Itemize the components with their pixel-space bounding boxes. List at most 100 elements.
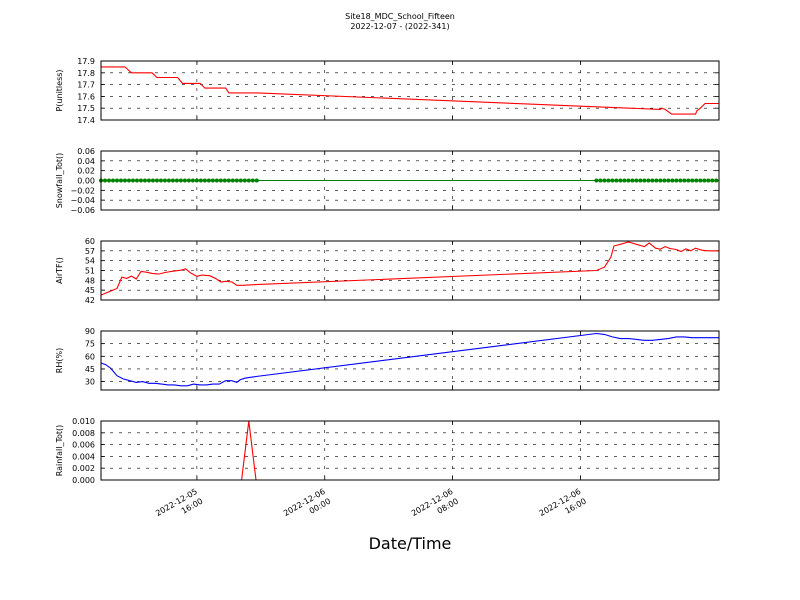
- data-point: [234, 178, 239, 183]
- y-tick-label: 0.006: [72, 441, 95, 450]
- y-tick-label: 51: [85, 267, 95, 276]
- data-point: [194, 178, 199, 183]
- plot-frame: [100, 330, 720, 391]
- data-point: [198, 178, 203, 183]
- y-tick-label: 54: [85, 257, 95, 266]
- data-point: [150, 178, 155, 183]
- data-point: [126, 178, 131, 183]
- y-tick-label: 17.4: [77, 116, 95, 125]
- data-point: [630, 178, 635, 183]
- y-tick-label: 0.02: [77, 167, 95, 176]
- data-point: [702, 178, 707, 183]
- data-point: [214, 178, 219, 183]
- chart-title: Site18_MDC_School_Fifteen 2022-12-07 - (…: [0, 12, 800, 32]
- plot-frame: [100, 240, 720, 301]
- y-tick-label: 42: [85, 296, 95, 305]
- y-tick-label: 0.004: [72, 452, 95, 461]
- y-tick-label: 60: [85, 352, 95, 361]
- data-point: [230, 178, 235, 183]
- data-point: [658, 178, 663, 183]
- y-tick-label: 17.8: [77, 69, 95, 78]
- y-tick-label: 30: [85, 378, 95, 387]
- data-point: [682, 178, 687, 183]
- y-tick-label: 17.6: [77, 92, 95, 101]
- y-tick-label: 0.010: [72, 417, 95, 426]
- data-point: [158, 178, 163, 183]
- data-point: [114, 178, 119, 183]
- data-point: [250, 178, 255, 183]
- data-point: [674, 178, 679, 183]
- y-tick-label: 0.00: [77, 177, 95, 186]
- data-point: [102, 178, 107, 183]
- data-point: [634, 178, 639, 183]
- data-point: [138, 178, 143, 183]
- y-tick-label: 17.5: [77, 104, 95, 113]
- data-point: [602, 178, 607, 183]
- data-point: [622, 178, 627, 183]
- y-tick-label: 0.000: [72, 476, 95, 485]
- data-point: [662, 178, 667, 183]
- data-point: [618, 178, 623, 183]
- data-point: [714, 178, 719, 183]
- data-point: [610, 178, 615, 183]
- data-point: [642, 178, 647, 183]
- y-axis-label: AirTF(): [55, 257, 64, 284]
- y-tick-label: 45: [85, 286, 95, 295]
- plot-frame: [100, 420, 720, 481]
- data-point: [598, 178, 603, 183]
- data-point: [130, 178, 135, 183]
- data-point: [222, 178, 227, 183]
- x-tick-label: 2022-12-0516:00: [154, 487, 204, 528]
- data-point: [710, 178, 715, 183]
- panel-5: 0.010 0.008 0.006 0.004 0.002 0.000 Rainfall_T…: [55, 417, 720, 485]
- y-tick-label: 0.06: [77, 147, 95, 156]
- y-axis-label: P(unitless): [55, 69, 64, 111]
- data-point: [254, 178, 259, 183]
- data-point: [638, 178, 643, 183]
- y-tick-label: −0.02: [70, 186, 95, 195]
- data-point: [670, 178, 675, 183]
- data-point: [646, 178, 651, 183]
- x-tick-label: 2022-12-0616:00: [538, 487, 588, 528]
- data-point: [202, 178, 207, 183]
- x-tick-label: 2022-12-0600:00: [282, 487, 332, 528]
- data-point: [142, 178, 147, 183]
- y-tick-label: 0.008: [72, 429, 95, 438]
- data-point: [134, 178, 139, 183]
- data-point: [162, 178, 167, 183]
- y-tick-label: 17.9: [77, 57, 95, 66]
- plot-frame: [100, 60, 720, 121]
- data-point: [626, 178, 631, 183]
- data-point: [694, 178, 699, 183]
- y-tick-label: 75: [85, 340, 95, 349]
- data-point: [686, 178, 691, 183]
- data-point: [170, 178, 175, 183]
- data-point: [110, 178, 115, 183]
- data-point: [190, 178, 195, 183]
- data-point: [118, 178, 123, 183]
- data-point: [606, 178, 611, 183]
- data-point: [654, 178, 659, 183]
- data-point: [614, 178, 619, 183]
- chart-title-line2: 2022-12-07 - (2022-341): [350, 22, 450, 31]
- y-tick-label: 0.04: [77, 157, 95, 166]
- series-line-1: [101, 66, 719, 115]
- y-axis-label: Snowfall_Tot(): [55, 153, 64, 209]
- panel-1: 17.9 17.8 17.7 17.6 17.5 17.4 P(unitless): [55, 57, 720, 125]
- data-point: [174, 178, 179, 183]
- data-point: [666, 178, 671, 183]
- series-line-3: [100, 241, 719, 296]
- y-tick-label: −0.04: [70, 196, 95, 205]
- data-point: [182, 178, 187, 183]
- y-tick-label: 57: [85, 247, 95, 256]
- x-axis-label: Date/Time: [368, 534, 452, 553]
- y-tick-label: −0.06: [70, 206, 95, 215]
- data-point: [106, 178, 111, 183]
- plot-frame: [100, 150, 720, 211]
- data-point: [154, 178, 159, 183]
- data-point: [242, 178, 247, 183]
- data-point: [238, 178, 243, 183]
- data-point: [166, 178, 171, 183]
- y-axis-label: RH(%): [55, 348, 64, 373]
